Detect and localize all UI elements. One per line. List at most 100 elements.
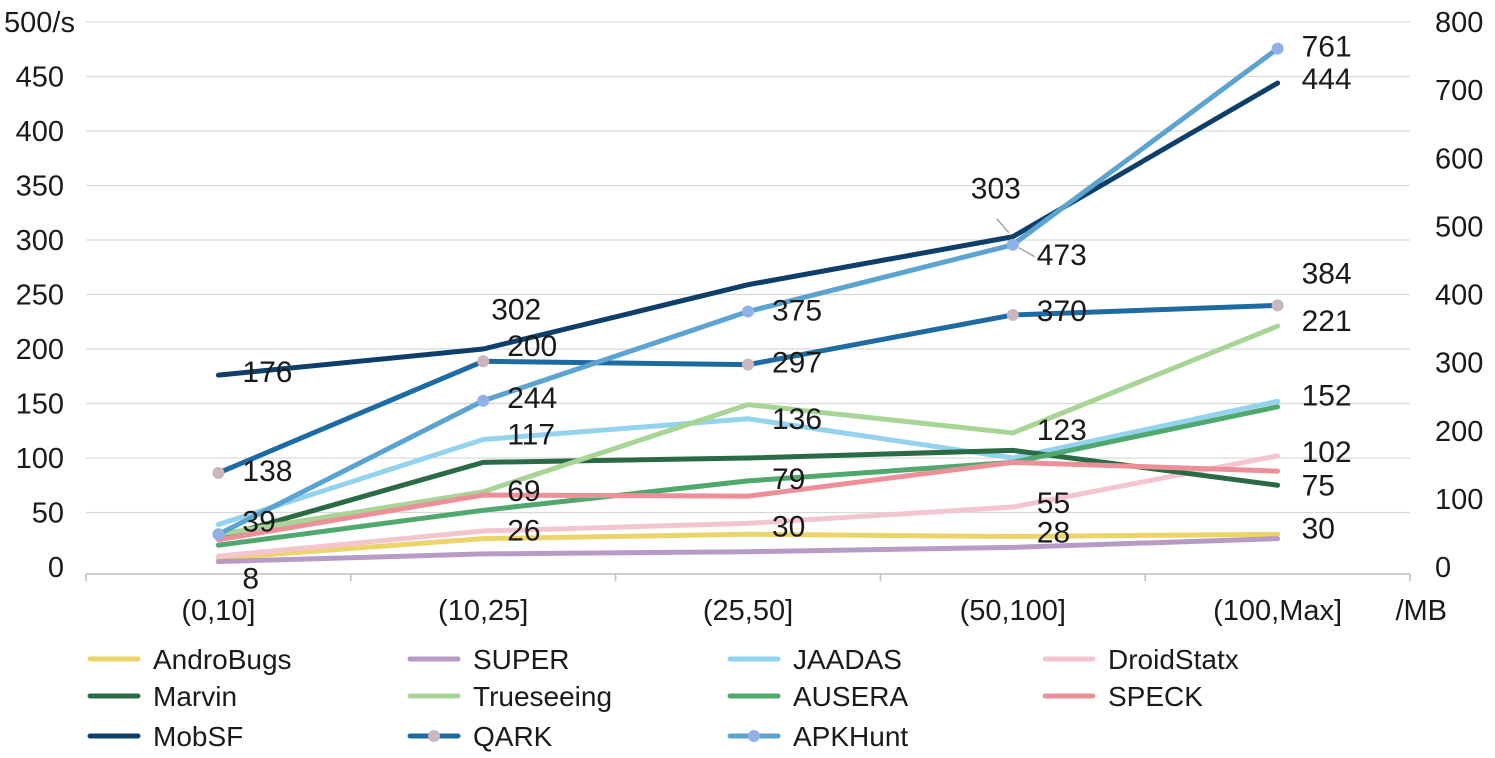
data-label-apkhunt: 244 [507, 382, 557, 415]
x-tick-label: (10,25] [438, 595, 528, 627]
x-tick-label: (100,Max] [1213, 595, 1342, 627]
series-line-jaadas [215, 398, 1281, 527]
y-left-tick-label: 450 [16, 62, 64, 94]
y-right-tick-label: 700 [1435, 75, 1483, 107]
data-label-ausera: 79 [772, 463, 805, 496]
data-label-trueseeing: 69 [507, 475, 540, 508]
y-right-tick-label: 500 [1435, 211, 1483, 243]
series [212, 42, 1284, 565]
legend-item-ausera: AUSERA [727, 681, 908, 712]
data-label-droidstatx: 102 [1302, 436, 1352, 469]
legend: AndroBugs SUPER JAADAS DroidStatx Marvin True… [87, 644, 1239, 752]
legend-label: SUPER [473, 644, 569, 675]
series-line-speck [215, 459, 1281, 543]
data-label-qark: 370 [1037, 295, 1087, 328]
data-label-jaadas: 136 [772, 403, 822, 436]
y-right-tick-label: 300 [1435, 348, 1483, 380]
legend-item-droidstatx: DroidStatx [1042, 644, 1239, 675]
data-label-qark: 302 [491, 293, 541, 326]
y-left-tick-label: 150 [16, 389, 64, 421]
leader-line [1018, 247, 1036, 258]
data-label-mobsf: 303 [971, 173, 1021, 206]
series-line-super [215, 536, 1281, 565]
series-line-apkhunt [215, 46, 1281, 537]
data-label-trueseeing: 221 [1302, 305, 1352, 338]
data-point-qark [1006, 308, 1019, 321]
axes: 0 50 100 150 200 250 300 350 400 450 500/s 0 100 200 3… [4, 7, 1483, 627]
data-label-qark: 297 [772, 347, 822, 380]
y-left-tick-label: 100 [16, 443, 64, 475]
series-line-droidstatx [215, 453, 1281, 559]
x-tick-label: (25,50] [703, 595, 793, 627]
data-point-apkhunt [1271, 42, 1284, 55]
data-label-marvin: 75 [1302, 469, 1335, 502]
leader-line [996, 218, 1010, 234]
legend-label: JAADAS [793, 644, 902, 675]
data-point-apkhunt [477, 394, 490, 407]
series-line-trueseeing [215, 323, 1281, 537]
x-tick-label: (0,10] [181, 595, 255, 627]
data-point-apkhunt [1006, 238, 1019, 251]
legend-item-super: SUPER [407, 644, 569, 675]
data-label-qark: 138 [242, 455, 292, 488]
legend-item-androbugs: AndroBugs [87, 644, 292, 675]
legend-label: AUSERA [793, 681, 908, 712]
legend-label: SPECK [1108, 681, 1203, 712]
y-left-tick-label: 300 [16, 225, 64, 257]
series-line-ausera [215, 404, 1281, 548]
data-point-qark [1271, 299, 1284, 312]
y-right-tick-label: 600 [1435, 143, 1483, 175]
data-label-jaadas: 39 [242, 505, 275, 538]
y-right-tick-label: 0 [1435, 552, 1451, 584]
data-label-jaadas: 152 [1302, 379, 1352, 412]
legend-item-marvin: Marvin [87, 681, 237, 712]
gridlines [86, 21, 1410, 514]
data-label-apkhunt: 761 [1302, 31, 1352, 64]
y-right-tick-label: 100 [1435, 484, 1483, 516]
y-left-tick-label: 350 [16, 171, 64, 203]
legend-item-jaadas: JAADAS [727, 644, 902, 675]
data-label-androbugs: 26 [507, 515, 540, 548]
y-left-tick-label: 50 [32, 498, 64, 530]
series-line-androbugs [215, 531, 1281, 561]
data-label-androbugs: 28 [1037, 516, 1070, 549]
data-point-qark [212, 466, 225, 479]
series-line-mobsf [215, 80, 1281, 378]
legend-item-speck: SPECK [1042, 681, 1203, 712]
legend-label: DroidStatx [1108, 644, 1239, 675]
data-label-jaadas: 117 [507, 418, 555, 451]
legend-label: Marvin [153, 681, 237, 712]
data-label-mobsf: 200 [507, 330, 557, 363]
data-point-apkhunt [212, 528, 225, 541]
legend-item-mobsf: MobSF [87, 721, 243, 752]
x-tick-label: (50,100] [960, 595, 1066, 627]
data-label-qark: 384 [1302, 257, 1352, 290]
y-left-tick-label: 250 [16, 280, 64, 312]
data-label-mobsf: 444 [1302, 63, 1352, 96]
legend-marker [748, 730, 760, 742]
data-label-trueseeing: 123 [1037, 414, 1087, 447]
y-right-tick-label: 200 [1435, 416, 1483, 448]
series-line-marvin [215, 447, 1281, 541]
y-left-unit-label: 500/s [4, 7, 75, 39]
legend-label: QARK [473, 721, 553, 752]
data-label-apkhunt: 375 [772, 295, 822, 328]
legend-label: APKHunt [793, 721, 908, 752]
legend-item-trueseeing: Trueseeing [407, 681, 612, 712]
legend-label: AndroBugs [153, 644, 292, 675]
data-point-apkhunt [742, 305, 754, 318]
data-point-qark [742, 358, 754, 371]
legend-item-qark: QARK [407, 721, 553, 752]
y-left-tick-label: 0 [48, 552, 64, 584]
y-left-tick-label: 400 [16, 116, 64, 148]
legend-item-apkhunt: APKHunt [727, 721, 908, 752]
legend-marker [428, 730, 440, 742]
y-right-tick-label: 400 [1435, 280, 1483, 312]
legend-label: Trueseeing [473, 681, 612, 712]
data-label-droidstatx: 55 [1037, 487, 1070, 520]
data-label-androbugs: 30 [772, 510, 805, 543]
data-label-androbugs: 30 [1302, 512, 1335, 545]
